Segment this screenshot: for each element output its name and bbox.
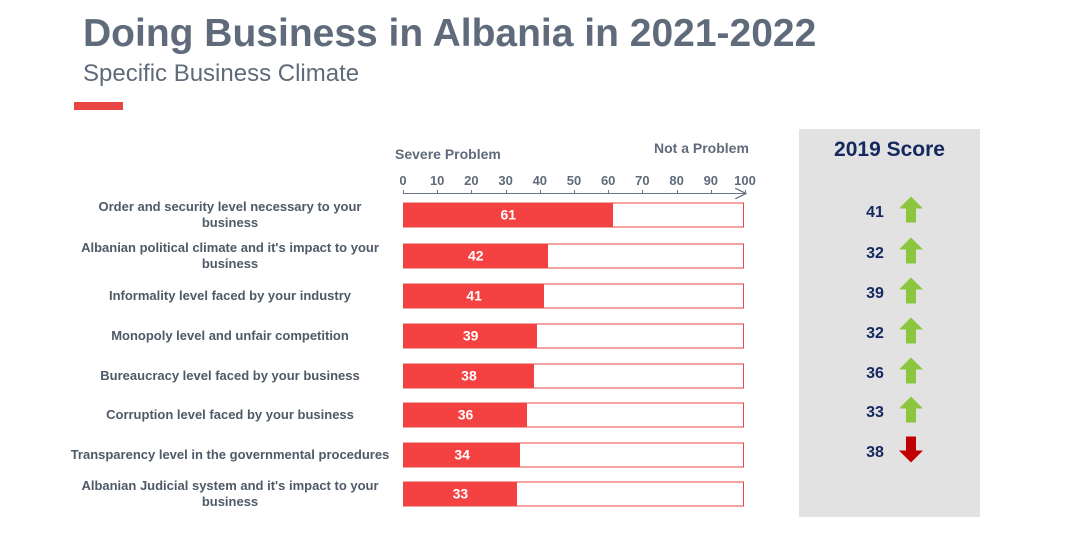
bar [404,244,548,268]
bar [404,284,545,308]
arrow-up-icon [899,396,923,428]
bar-track: 33 [403,481,744,507]
category-label: Bureaucracy level faced by your business [100,368,360,383]
category-label: Informality level faced by your industry [108,288,351,303]
category-label: Albanian Judicial system and it's impact… [81,478,379,509]
x-tick-label: 0 [399,173,407,188]
x-tick-label: 20 [464,173,479,188]
x-tick-mark [471,190,473,194]
x-tick-mark [574,190,575,194]
bar-value-label: 42 [468,247,484,264]
page-title: Doing Business in Albania in 2021-2022 [83,12,817,55]
score-value: 41 [866,204,884,221]
score-panel-title: 2019 Score [834,138,945,161]
bar-track: 36 [403,402,744,428]
x-tick-mark [505,190,507,194]
arrow-up-icon [899,196,923,228]
x-tick-mark [710,190,712,194]
severe-problem-label: Severe Problem [395,146,501,162]
score-value: 32 [866,245,884,262]
score-value: 39 [866,285,884,302]
x-tick-mark [642,190,644,194]
page-subtitle: Specific Business Climate [83,60,360,87]
arrow-down-icon [899,436,923,468]
category-label: Corruption level faced by your business [106,407,354,422]
bar [404,443,521,467]
x-tick-mark [676,190,678,194]
x-tick-label: 50 [566,173,582,188]
arrow-up-icon [899,357,923,389]
arrow-up-icon [899,277,923,309]
x-tick-label: 40 [532,173,548,188]
bar [404,403,528,427]
x-tick-label: 70 [635,173,650,188]
score-value: 38 [866,444,884,461]
score-value: 32 [866,325,884,342]
x-tick-mark [539,190,541,194]
bar-value-label: 36 [457,406,474,423]
bar [404,364,534,388]
bar-track: 39 [403,323,744,349]
x-tick-label: 30 [498,173,513,188]
bar-track: 38 [403,363,744,389]
bar [404,203,613,227]
x-tick-label: 100 [734,173,756,188]
category-label: Transparency level in the governmental p… [70,447,390,462]
x-tick-label: 80 [669,173,684,188]
category-label: Order and security level necessary to yo… [98,199,362,230]
x-tick-label: 90 [703,173,719,188]
x-tick-label: 10 [429,173,445,188]
score-value: 33 [866,404,884,421]
score-value: 36 [866,365,884,382]
x-tick-mark [745,190,746,194]
x-tick-label: 60 [600,173,616,188]
bar [404,482,517,506]
bar-value-label: 39 [462,327,479,344]
bar-value-label: 33 [452,485,469,502]
bar-value-label: 41 [466,287,482,304]
not-a-problem-label: Not a Problem [654,140,749,156]
bar [404,324,538,348]
bar-track: 61 [403,202,744,228]
x-tick-mark [403,190,404,194]
axis-arrow-icon [735,188,747,199]
bar-track: 42 [403,243,744,269]
bar-value-label: 61 [500,206,517,223]
category-label: Monopoly level and unfair competition [111,328,349,343]
accent-bar [74,102,123,110]
bar-value-label: 34 [454,446,470,463]
bar-value-label: 38 [461,367,477,384]
category-label: Albanian political climate and it's impa… [81,240,379,271]
bar-track: 41 [403,283,744,309]
x-tick-mark [608,190,610,194]
x-tick-mark [437,190,439,194]
arrow-up-icon [899,237,923,269]
arrow-up-icon [899,317,923,349]
bar-track: 34 [403,442,744,468]
score-panel: 2019 Score [799,129,980,517]
